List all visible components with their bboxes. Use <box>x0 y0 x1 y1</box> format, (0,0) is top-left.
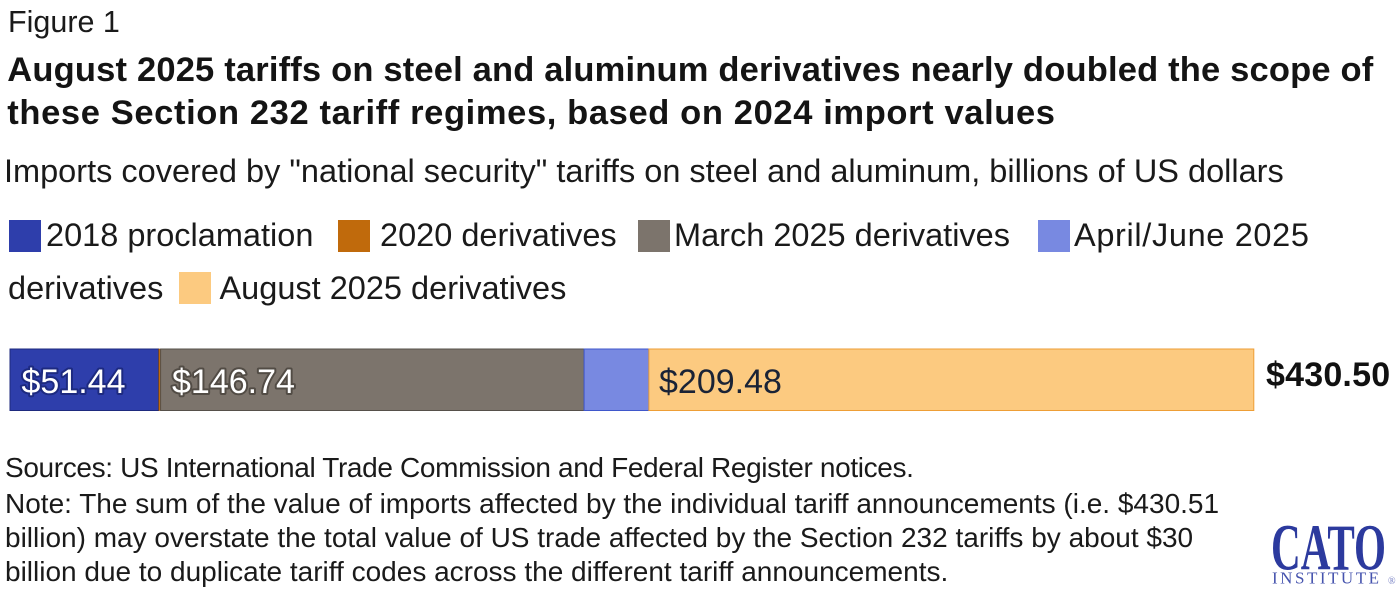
svg-text:$209.48: $209.48 <box>659 363 782 401</box>
svg-text:INSTITUTE: INSTITUTE <box>1272 569 1379 588</box>
svg-text:$146.74: $146.74 <box>172 363 295 401</box>
svg-text:CATO: CATO <box>1271 516 1386 585</box>
svg-text:$51.44: $51.44 <box>22 363 126 401</box>
svg-text:®: ® <box>1388 576 1396 587</box>
